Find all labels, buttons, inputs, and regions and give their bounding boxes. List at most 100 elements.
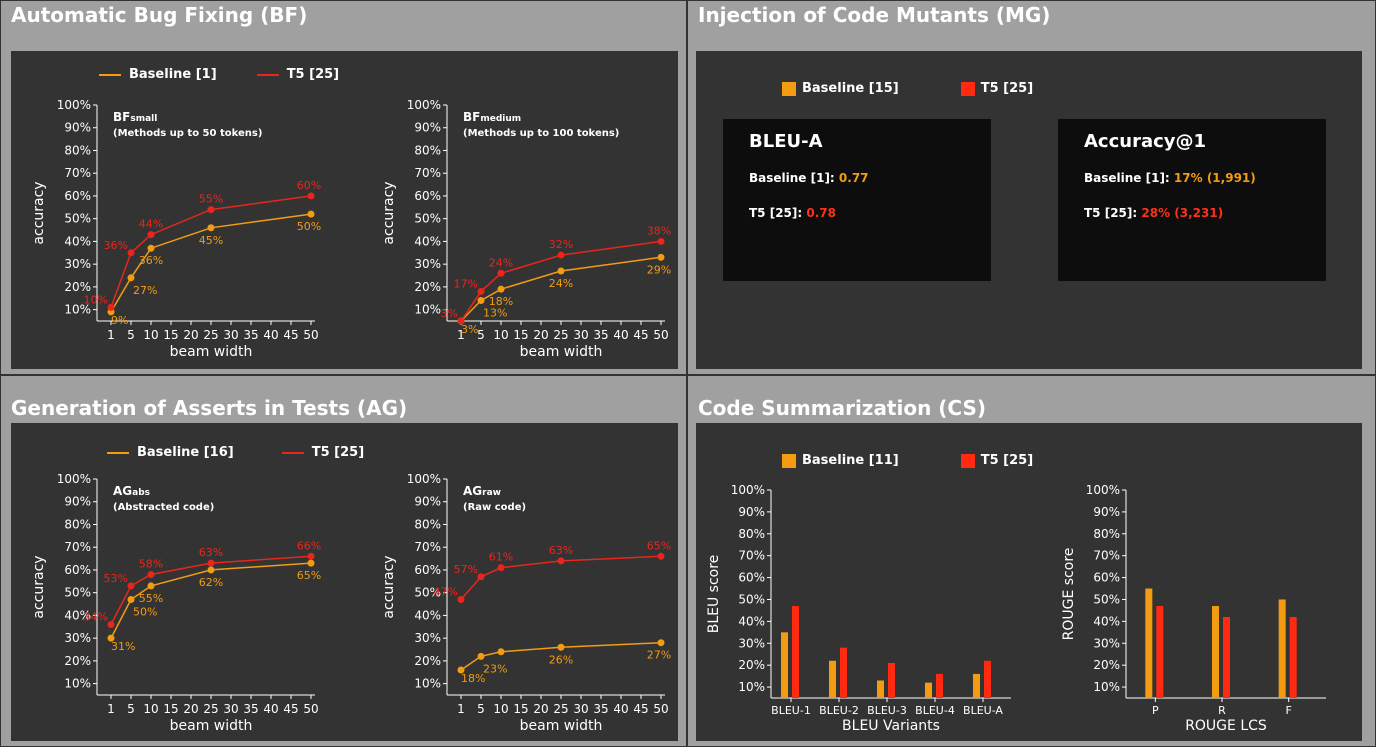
chart-title-sub: abs bbox=[132, 488, 150, 498]
panel-title-cs: Code Summarization (CS) bbox=[698, 396, 987, 420]
card-baseline-label: Baseline [1]: bbox=[749, 171, 835, 185]
x-tick-label: 5 bbox=[477, 702, 485, 716]
y-tick-label: 100% bbox=[407, 472, 441, 486]
data-point-baseline bbox=[497, 648, 505, 656]
card-t5-row: T5 [25]: 0.78 bbox=[749, 206, 836, 220]
y-tick-label: 30% bbox=[64, 631, 91, 645]
bar-baseline bbox=[877, 680, 884, 698]
x-tick-label: 35 bbox=[593, 328, 608, 342]
legend-box-t5 bbox=[960, 453, 975, 468]
panel-title-mg: Injection of Code Mutants (MG) bbox=[698, 3, 1051, 27]
legend-box-baseline bbox=[782, 453, 796, 468]
x-tick-label: 1 bbox=[107, 328, 115, 342]
data-point-t5 bbox=[497, 564, 505, 572]
x-tick-label: 45 bbox=[633, 328, 648, 342]
card-title: BLEU-A bbox=[749, 131, 823, 152]
legend-label-baseline: Baseline [15] bbox=[802, 81, 899, 96]
y-axis-label: accuracy bbox=[31, 181, 47, 244]
x-tick-label: 40 bbox=[263, 702, 278, 716]
data-label-baseline: 13% bbox=[483, 307, 507, 320]
x-tick-label: 25 bbox=[203, 328, 218, 342]
data-label-t5: 44% bbox=[139, 218, 163, 231]
x-tick-label: 5 bbox=[477, 328, 485, 342]
y-tick-label: 20% bbox=[738, 658, 765, 672]
x-tick-label: 30 bbox=[223, 328, 238, 342]
card-baseline-row: Baseline [1]: 0.77 bbox=[749, 171, 869, 185]
chart-cs-rouge: 10% 20% 30% 40% 50% 60% 70% 80% 90% 100% ROUGE sco… bbox=[1061, 483, 1326, 734]
card-baseline-row: Baseline [1]: 17% (1,991) bbox=[1084, 171, 1256, 185]
data-label-t5: 17% bbox=[454, 277, 478, 290]
y-tick-label: 20% bbox=[1093, 658, 1120, 672]
y-tick-label: 20% bbox=[64, 280, 91, 294]
y-tick-label: 20% bbox=[414, 280, 441, 294]
y-tick-label: 70% bbox=[414, 540, 441, 554]
y-tick-label: 70% bbox=[738, 549, 765, 563]
chart-title: BFmedium bbox=[463, 110, 521, 124]
y-tick-label: 70% bbox=[1093, 549, 1120, 563]
x-tick-label: 25 bbox=[553, 702, 568, 716]
bar-t5 bbox=[840, 647, 847, 698]
y-axis-label: accuracy bbox=[381, 555, 397, 618]
x-axis-label: beam width bbox=[170, 718, 253, 734]
x-tick-label: 30 bbox=[573, 328, 588, 342]
x-tick-label: 35 bbox=[593, 702, 608, 716]
y-tick-label: 80% bbox=[414, 143, 441, 157]
data-label-baseline: 50% bbox=[297, 220, 321, 233]
data-label-t5: 47% bbox=[434, 586, 458, 599]
card-baseline-label: Baseline [1]: bbox=[1084, 171, 1170, 185]
data-point-t5 bbox=[497, 269, 505, 277]
x-tick-label: 50 bbox=[303, 328, 318, 342]
legend-label-baseline: Baseline [16] bbox=[137, 445, 234, 460]
data-label-baseline: 31% bbox=[111, 640, 135, 653]
data-point-t5 bbox=[127, 582, 135, 590]
y-tick-label: 10% bbox=[414, 677, 441, 691]
panel-title-ag: Generation of Asserts in Tests (AG) bbox=[11, 396, 408, 420]
y-axis-label: accuracy bbox=[31, 555, 47, 618]
x-tick-label: 45 bbox=[283, 702, 298, 716]
x-tick-label: BLEU-3 bbox=[867, 704, 907, 717]
chart-title: AGraw bbox=[463, 484, 501, 498]
x-tick-label: 30 bbox=[573, 702, 588, 716]
card-t5-value: 28% (3,231) bbox=[1141, 206, 1224, 220]
y-tick-label: 10% bbox=[64, 677, 91, 691]
x-tick-label: 45 bbox=[283, 328, 298, 342]
data-label-t5: 53% bbox=[104, 572, 128, 585]
data-point-t5 bbox=[657, 552, 665, 560]
data-label-baseline: 36% bbox=[139, 254, 163, 267]
data-point-baseline bbox=[657, 253, 665, 261]
legend-line-baseline bbox=[99, 73, 121, 76]
bar-t5 bbox=[1289, 616, 1297, 698]
x-tick-label: F bbox=[1286, 704, 1292, 717]
chart-subtitle: (Raw code) bbox=[463, 502, 526, 513]
x-tick-label: BLEU-1 bbox=[771, 704, 811, 717]
x-tick-label: 45 bbox=[633, 702, 648, 716]
x-tick-label: 20 bbox=[183, 702, 198, 716]
y-tick-label: 90% bbox=[64, 495, 91, 509]
data-label-baseline: 9% bbox=[111, 314, 128, 327]
data-point-baseline bbox=[147, 244, 155, 252]
data-label-t5: 58% bbox=[139, 557, 163, 570]
data-point-baseline bbox=[207, 566, 215, 574]
y-tick-label: 100% bbox=[57, 98, 91, 112]
y-tick-label: 60% bbox=[414, 563, 441, 577]
x-tick-label: 35 bbox=[243, 702, 258, 716]
data-label-t5: 65% bbox=[647, 539, 671, 552]
data-label-t5: 63% bbox=[549, 544, 573, 557]
y-tick-label: 90% bbox=[1093, 505, 1120, 519]
y-axis-label: BLEU score bbox=[706, 555, 722, 634]
card-baseline-value: 0.77 bbox=[838, 171, 869, 185]
legend-ag: Baseline [16] T5 [25] bbox=[107, 445, 404, 460]
data-point-baseline bbox=[457, 666, 465, 674]
data-label-baseline: 18% bbox=[461, 672, 485, 685]
legend-label-t5: T5 [25] bbox=[980, 81, 1034, 96]
data-label-t5: 10% bbox=[84, 293, 108, 306]
legend-bf: Baseline [1] T5 [25] bbox=[99, 67, 379, 82]
y-tick-label: 70% bbox=[64, 166, 91, 180]
y-tick-label: 30% bbox=[64, 257, 91, 271]
legend-mg: Baseline [15] T5 [25] bbox=[782, 81, 1073, 96]
data-label-t5: 63% bbox=[199, 546, 223, 559]
x-tick-label: 50 bbox=[653, 328, 668, 342]
panel-bug-fixing: Automatic Bug Fixing (BF) Baseline [1] T… bbox=[0, 0, 687, 375]
data-label-baseline: 62% bbox=[199, 576, 223, 589]
chart-title: AGabs bbox=[113, 484, 150, 498]
